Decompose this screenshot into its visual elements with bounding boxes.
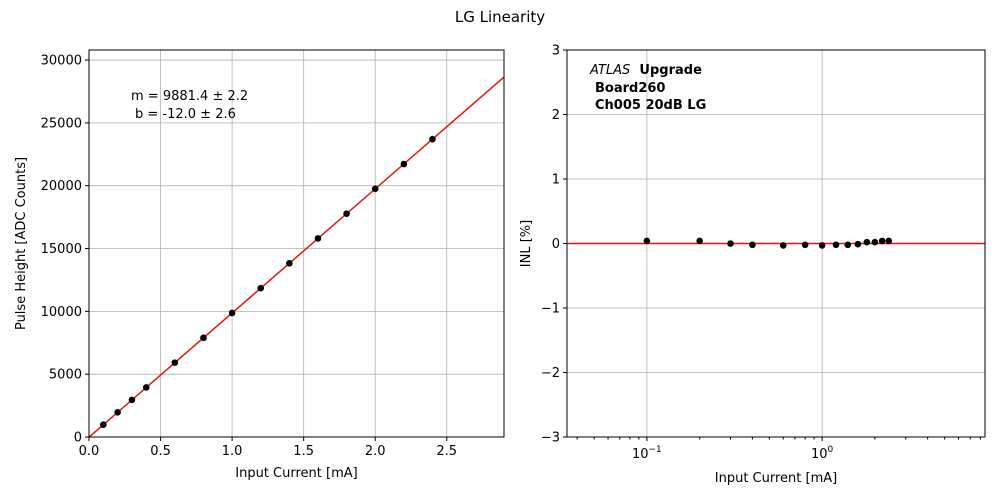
- x-tick-label: 2.0: [365, 444, 386, 459]
- data-point: [643, 237, 651, 245]
- y-tick-label: 30000: [41, 54, 82, 69]
- data-point: [429, 135, 436, 143]
- linearity-points: [100, 135, 436, 428]
- x-tick-label: 1.5: [293, 444, 314, 459]
- atlas-upgrade-label: ATLAS Upgrade: [589, 63, 702, 78]
- data-point: [801, 241, 809, 249]
- y-tick-label: 0: [552, 237, 560, 252]
- data-point: [863, 238, 871, 246]
- data-point: [818, 242, 826, 249]
- data-point: [878, 237, 886, 245]
- data-point: [400, 160, 408, 168]
- linearity-fit-line: [88, 76, 505, 438]
- data-point: [727, 240, 734, 247]
- data-point: [142, 384, 150, 391]
- inl-points: [643, 237, 893, 249]
- y-tick-label: −1: [541, 302, 560, 317]
- x-tick-label: 1.0: [222, 444, 243, 459]
- x-tick-base: 10: [632, 447, 649, 462]
- y-tick-label: −2: [541, 366, 560, 381]
- data-point: [100, 421, 107, 428]
- x-tick-exponent: −1: [649, 445, 662, 455]
- linearity-grid: [88, 50, 504, 438]
- y-tick-label: 3: [552, 44, 560, 59]
- linearity-y-ticks: 0 5000 10000 15000 20000 25000 30000: [41, 54, 89, 446]
- y-tick-label: 0: [74, 431, 82, 446]
- figure-title: LG Linearity: [455, 8, 545, 26]
- x-tick-exponent: 0: [828, 445, 834, 455]
- inl-x-ticks: 10−1 100: [576, 437, 981, 462]
- y-tick-label: 10000: [41, 305, 82, 320]
- data-point: [871, 238, 879, 246]
- x-tick-label: 0.5: [150, 444, 171, 459]
- data-point: [844, 241, 852, 249]
- upgrade-label: Upgrade: [639, 63, 702, 78]
- y-tick-label: −3: [541, 431, 560, 446]
- data-point: [128, 396, 136, 404]
- data-point: [832, 241, 840, 249]
- x-tick-label: 100: [811, 445, 834, 462]
- linearity-x-ticks: 0.0 0.5 1.0 1.5 2.0 2.5: [79, 437, 457, 459]
- data-point: [171, 359, 179, 366]
- y-tick-label: 2: [552, 108, 560, 123]
- data-point: [371, 185, 379, 193]
- x-tick-label: 0.0: [79, 444, 100, 459]
- y-tick-label: 25000: [41, 116, 82, 131]
- data-point: [228, 309, 236, 317]
- linearity-axes-frame: [88, 49, 505, 438]
- inl-x-axis-label: Input Current [mA]: [715, 471, 837, 486]
- linearity-y-axis-label: Pulse Height [ADC Counts]: [14, 157, 29, 330]
- data-point: [696, 237, 703, 245]
- data-point: [749, 241, 756, 249]
- data-point: [257, 284, 265, 292]
- channel-label: Ch005 20dB LG: [595, 98, 706, 113]
- inl-y-ticks: −3 −2 −1 0 1 2 3: [541, 44, 567, 446]
- x-tick-label: 2.5: [436, 444, 457, 459]
- data-point: [343, 210, 350, 218]
- linearity-panel: 0.0 0.5 1.0 1.5 2.0 2.5 0 5000 10000 15000 20000 2…: [14, 49, 505, 481]
- board-label: Board260: [595, 81, 665, 96]
- fit-intercept-annotation: b = -12.0 ± 2.6: [135, 107, 236, 122]
- x-tick-base: 10: [811, 447, 828, 462]
- fit-slope-annotation: m = 9881.4 ± 2.2: [131, 89, 248, 104]
- inl-y-axis-label: INL [%]: [519, 220, 534, 267]
- data-point: [114, 409, 121, 416]
- y-tick-label: 5000: [49, 368, 82, 383]
- data-point: [200, 334, 207, 342]
- y-tick-label: 1: [552, 173, 560, 188]
- data-point: [779, 242, 787, 249]
- linearity-x-axis-label: Input Current [mA]: [235, 466, 357, 481]
- y-tick-label: 20000: [41, 179, 82, 194]
- data-point: [286, 260, 293, 267]
- x-tick-label: 10−1: [632, 445, 662, 462]
- y-tick-label: 15000: [41, 242, 82, 257]
- atlas-label: ATLAS: [589, 63, 630, 78]
- fit-line: [88, 76, 505, 438]
- data-point: [314, 235, 322, 242]
- data-point: [854, 240, 862, 248]
- data-point: [885, 237, 893, 245]
